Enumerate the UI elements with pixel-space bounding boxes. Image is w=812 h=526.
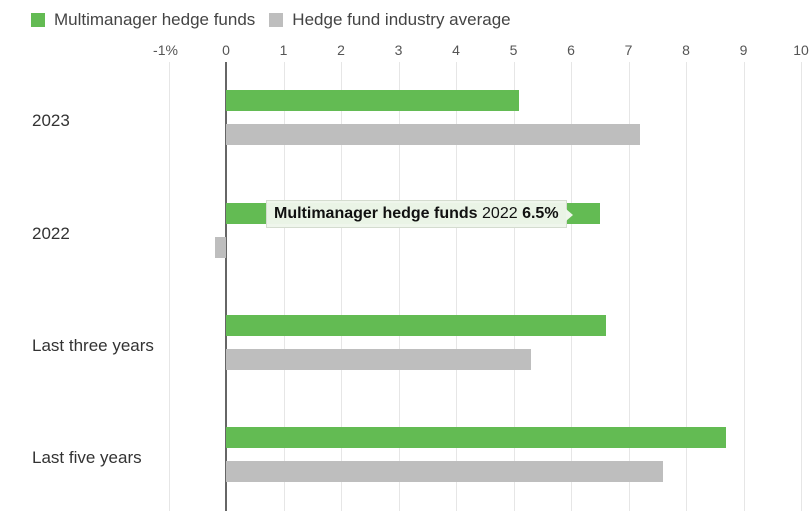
gridline	[801, 62, 802, 511]
x-tick-label: -1%	[153, 42, 178, 58]
category-label: Last three years	[32, 336, 154, 355]
legend-label: Hedge fund industry average	[292, 10, 511, 29]
x-tick-label: 3	[394, 42, 403, 58]
tooltip-series: Multimanager hedge funds	[274, 205, 478, 222]
category-label: 2022	[32, 224, 70, 243]
legend-label: Multimanager hedge funds	[54, 10, 256, 29]
x-tick-label: 7	[624, 42, 633, 58]
tooltip-arrow	[565, 209, 573, 221]
x-tick-label: 2	[337, 42, 345, 58]
category-label: 2023	[32, 111, 70, 130]
x-tick-label: 5	[509, 42, 518, 58]
tooltip-category: 2022	[482, 205, 518, 222]
chart-tooltip: Multimanager hedge funds 2022 6.5%	[266, 200, 573, 228]
bar-multimanager[interactable]	[226, 315, 606, 336]
gridline	[398, 62, 400, 511]
gridline	[341, 62, 342, 511]
bar-multimanager[interactable]	[226, 427, 727, 448]
gridline	[743, 62, 745, 511]
gridline	[456, 62, 457, 511]
chart-legend: Multimanager hedge funds Hedge fund indu…	[31, 10, 525, 30]
legend-swatch-green	[31, 13, 45, 27]
gridline	[571, 62, 572, 511]
x-tick-label: 0	[222, 42, 230, 58]
gridline	[686, 62, 687, 511]
x-tick-label: 9	[739, 42, 748, 58]
gridline	[628, 62, 630, 511]
gridline	[513, 62, 515, 511]
gridline	[283, 62, 285, 511]
bar-industry-average[interactable]	[226, 349, 531, 370]
x-tick-label: 4	[452, 42, 460, 58]
x-tick-label: 1	[279, 42, 288, 58]
x-tick-label: 6	[567, 42, 575, 58]
zero-axis-line	[225, 62, 227, 511]
tooltip-value: 6.5%	[522, 205, 559, 222]
category-label: Last five years	[32, 448, 142, 467]
legend-item-industry[interactable]: Hedge fund industry average	[269, 10, 511, 30]
x-tick-label: 10	[793, 42, 809, 58]
bar-industry-average[interactable]	[226, 461, 663, 482]
bar-multimanager[interactable]	[226, 90, 520, 111]
legend-swatch-gray	[269, 13, 284, 27]
legend-item-multimanager[interactable]: Multimanager hedge funds	[31, 10, 255, 30]
gridline	[168, 62, 170, 511]
bar-industry-average[interactable]	[226, 124, 640, 145]
bar-industry-average[interactable]	[214, 237, 226, 258]
x-tick-label: 8	[682, 42, 690, 58]
